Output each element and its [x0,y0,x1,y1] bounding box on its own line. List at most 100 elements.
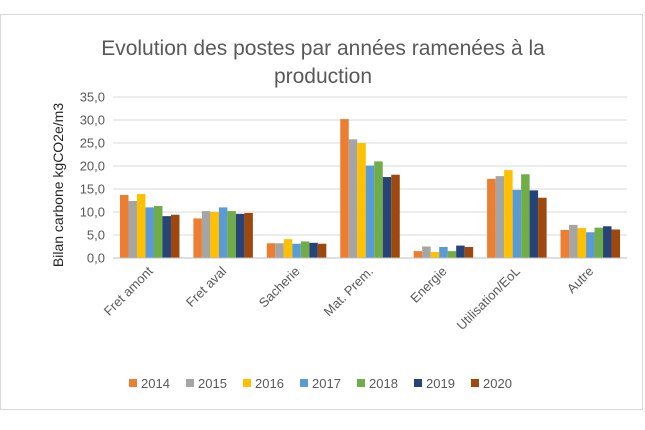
bar-group [340,119,400,258]
bar [447,251,457,258]
bar [391,174,400,258]
bar [153,206,163,258]
x-category-label: Mat. Prem. [321,264,377,320]
legend-item: 2018 [357,376,398,391]
bar [348,139,358,258]
bar [495,176,505,258]
bar [193,218,202,258]
bar [266,243,276,258]
y-axis-label: Bilan carbone kgCO2e/m3 [50,103,66,267]
y-tick-label: 15,0 [80,182,105,197]
legend-label: 2014 [141,376,170,391]
bar [162,216,171,258]
legend-swatch [300,379,308,387]
bar [603,226,612,258]
x-category-label: Sacherie [256,264,303,311]
legend-swatch [243,379,251,387]
bar [456,245,465,258]
chart-title: Evolution des postes par années ramenées… [101,37,545,88]
legend-item: 2020 [471,376,512,391]
bar-group [266,239,327,258]
legend-label: 2015 [198,376,227,391]
legend-item: 2015 [186,376,227,391]
bar-group [119,194,180,258]
y-tick-label: 10,0 [80,205,105,220]
bar [244,212,253,258]
bar [577,228,587,258]
bar [538,197,547,258]
bar [283,239,293,258]
chart: Evolution des postes par années ramenées… [50,37,627,391]
x-category-label: Energie [407,264,449,306]
bar [145,207,154,258]
chart-title-line-2: production [274,65,372,88]
bar [309,242,318,258]
x-category-label: Utilisation/EoL [454,264,523,333]
legend-swatch [357,379,365,387]
legend-label: 2016 [255,376,284,391]
legend-item: 2016 [243,376,284,391]
bar [210,212,219,258]
legend-label: 2017 [312,376,341,391]
bar [569,224,578,258]
bar [227,211,236,258]
bar [275,243,284,258]
bar [611,229,621,258]
bar [413,251,423,258]
bars [119,119,621,258]
bar [292,243,301,258]
bar [300,241,310,258]
bar [201,211,211,258]
legend-label: 2018 [369,376,398,391]
bar [586,232,595,258]
y-tick-label: 0,0 [87,251,105,266]
x-axis-categories: Fret amont Fret aval Sacherie Mat. Prem. Ene… [101,263,597,333]
bar [136,194,146,258]
bar [357,143,366,258]
y-axis-ticks: 0,0 5,0 10,0 15,0 20,0 25,0 30,0 35,0 [80,90,105,266]
legend-swatch [414,379,422,387]
bar-group [560,224,621,258]
y-tick-label: 25,0 [80,136,105,151]
bar [464,246,474,258]
bar [504,170,513,258]
x-category-label: Autre [564,264,597,297]
bar [594,227,604,258]
bar [340,119,349,258]
x-category-label: Fret amont [101,263,156,318]
bar-group [487,170,547,258]
bar [365,165,375,258]
bar [512,189,522,258]
chart-frame: Evolution des postes par années ramenées… [0,14,643,410]
legend-swatch [129,379,137,387]
legend-label: 2020 [483,376,512,391]
bar [382,177,392,258]
bar [235,213,245,258]
bar [170,214,180,258]
bar [218,207,228,258]
legend-item: 2017 [300,376,341,391]
chart-title-line-1: Evolution des postes par années ramenées… [101,37,545,60]
bar [128,200,137,258]
bar-group [193,207,253,258]
x-category-label: Fret aval [183,263,229,309]
legend-swatch [186,379,194,387]
y-tick-label: 20,0 [80,159,105,174]
bar [422,246,431,258]
y-tick-label: 35,0 [80,90,105,105]
bar [119,194,129,258]
bar [374,161,383,258]
legend-item: 2014 [129,376,170,391]
legend-label: 2019 [426,376,455,391]
legend-swatch [471,379,479,387]
bar [317,243,327,258]
bar [529,190,539,258]
bar [439,246,448,258]
bar [560,229,570,258]
y-tick-label: 5,0 [87,228,105,243]
y-tick-label: 30,0 [80,113,105,128]
bar-group [413,245,474,258]
legend: 2014 2015 2016 2017 2018 2019 2020 [129,376,512,391]
bar [521,174,530,258]
bar [487,178,496,258]
